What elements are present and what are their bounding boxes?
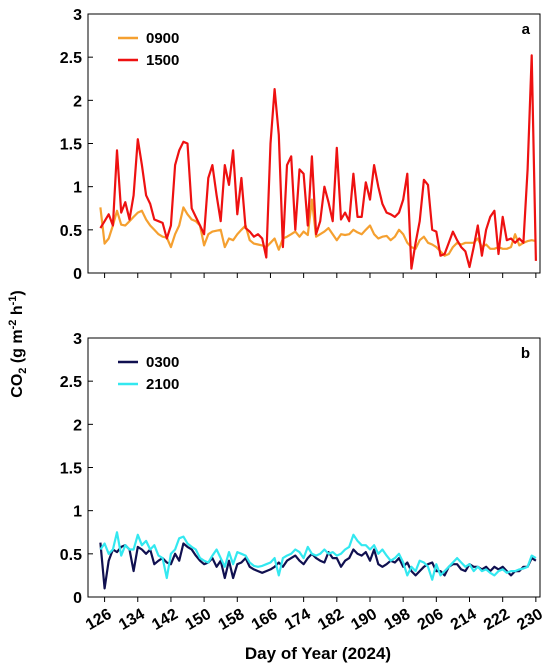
series-line-2100 <box>99 531 537 581</box>
y-axis-label-main: CO <box>9 374 26 398</box>
y-axis-label-sup2: -1 <box>7 296 19 306</box>
y-axis-label-mid: h <box>9 305 26 319</box>
y-tick-label: 3 <box>73 331 82 348</box>
y-axis-label-sup1: -2 <box>7 320 19 330</box>
legend-label-0900: 0900 <box>146 30 179 47</box>
y-tick-label: 0 <box>73 590 82 607</box>
legend-label-2100: 2100 <box>146 376 179 393</box>
y-tick-label: 1.5 <box>60 461 82 478</box>
x-tick-label: 230 <box>514 606 546 634</box>
x-tick-label: 150 <box>182 606 214 634</box>
y-axis-label: CO2 (g m-2 h-1) <box>7 290 29 397</box>
x-tick-label: 206 <box>415 606 447 634</box>
x-tick-label: 142 <box>149 606 181 634</box>
x-tick-label: 126 <box>83 606 115 634</box>
x-tick-label: 222 <box>481 606 513 634</box>
x-tick-label: 198 <box>382 606 414 634</box>
x-tick-label: 134 <box>116 606 148 634</box>
y-tick-label: 1 <box>73 180 82 197</box>
panel-label: b <box>521 345 530 362</box>
panel-b: 0 0.5 1 1.5 2 2.5 3 126 134 142 150 158 166 174 182 190… <box>60 331 546 634</box>
y-axis-label-sub: 2 <box>17 368 29 374</box>
y-tick-label: 1.5 <box>60 137 82 154</box>
panel-a: 0 0.5 1 1.5 2 2.5 3 0900 1500 a <box>60 7 541 283</box>
y-axis-label-close: ) <box>9 290 26 295</box>
x-tick-label: 174 <box>282 606 314 634</box>
legend-label-1500: 1500 <box>146 52 179 69</box>
x-tick-label: 166 <box>249 606 281 634</box>
x-tick-label: 214 <box>448 606 480 634</box>
y-tick-label: 2 <box>73 93 82 110</box>
y-tick-label: 0.5 <box>60 547 82 564</box>
series-line-1500 <box>99 54 537 270</box>
y-tick-label: 2.5 <box>60 50 82 67</box>
x-tick-label: 190 <box>348 606 380 634</box>
y-tick-label: 2 <box>73 417 82 434</box>
y-tick-label: 3 <box>73 7 82 24</box>
y-tick-label: 0.5 <box>60 223 82 240</box>
x-tick-label: 158 <box>216 606 248 634</box>
y-tick-label: 1 <box>73 504 82 521</box>
series-line-0900 <box>99 198 537 257</box>
y-tick-label: 0 <box>73 266 82 283</box>
panel-label: a <box>522 21 531 38</box>
x-axis-label: Day of Year (2024) <box>245 644 391 663</box>
series-line-0300 <box>99 542 537 590</box>
x-tick-label: 182 <box>315 606 347 634</box>
legend-label-0300: 0300 <box>146 354 179 371</box>
y-tick-label: 2.5 <box>60 374 82 391</box>
y-axis-label-unit: (g m <box>9 329 26 367</box>
